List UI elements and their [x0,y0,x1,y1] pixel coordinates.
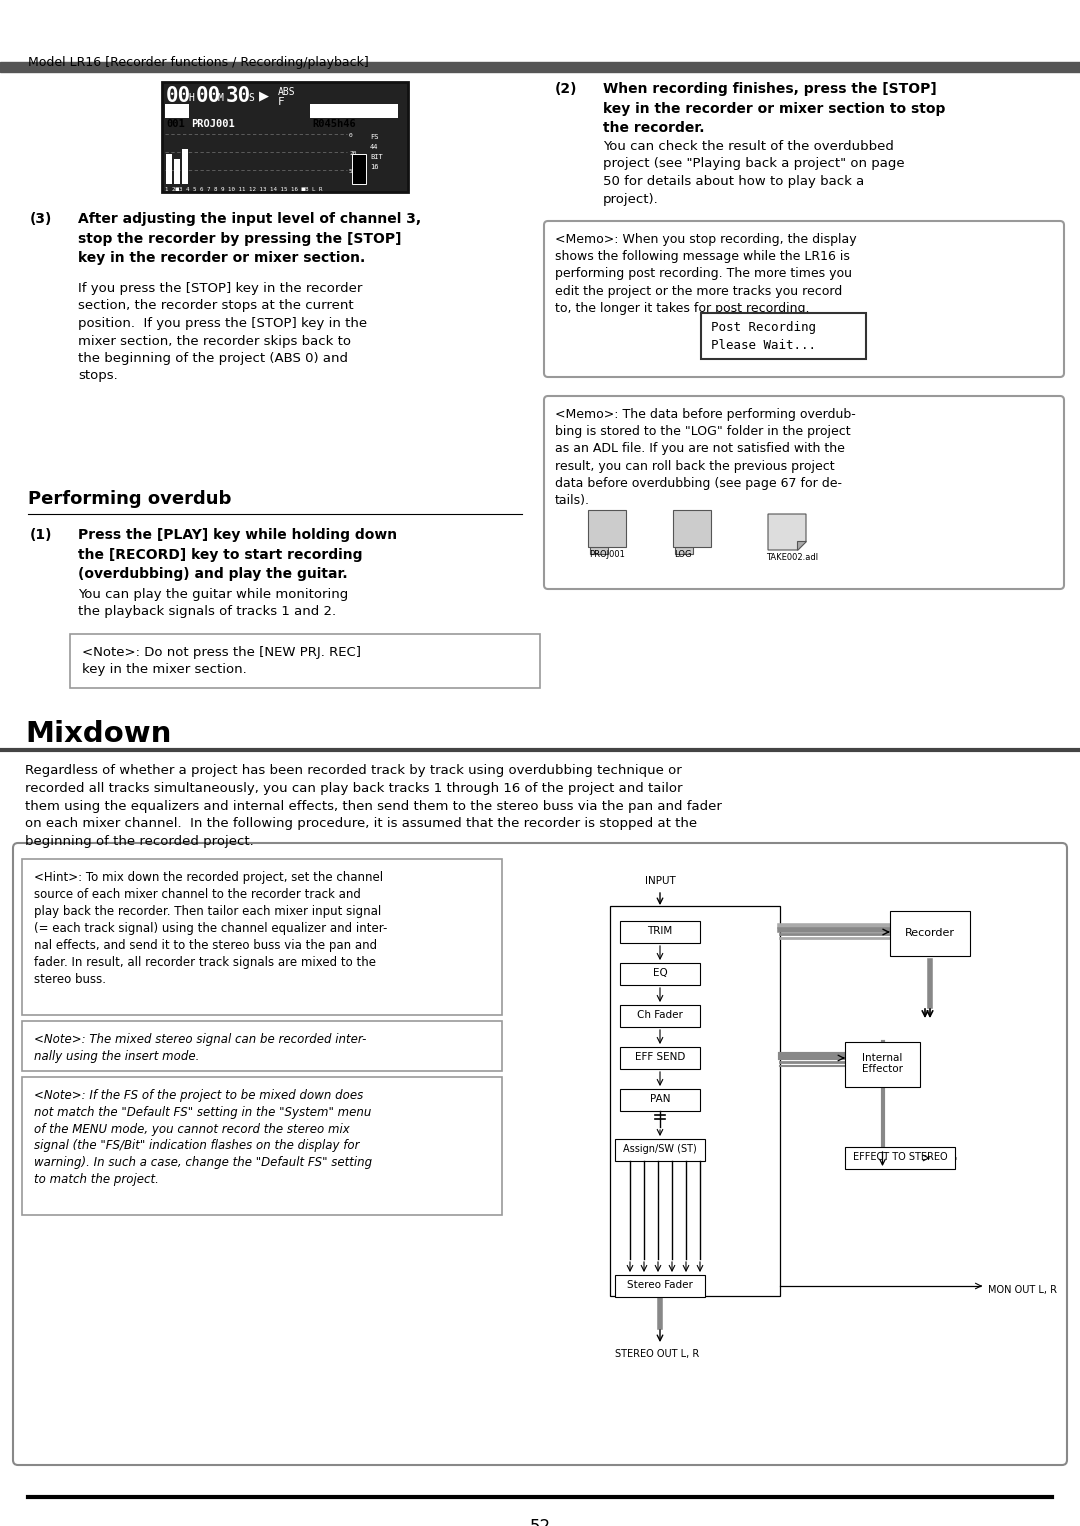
Bar [610,906,780,1296]
Text: H: H [188,93,194,102]
Text: <Note>: If the FS of the project to be mixed down does
not match the "Default FS: <Note>: If the FS of the project to be m… [33,1090,373,1186]
Bar [588,510,626,546]
Text: STEREO OUT L, R: STEREO OUT L, R [615,1349,699,1360]
FancyBboxPatch shape [544,397,1064,589]
Text: 001: 001 [166,119,185,130]
Bar [174,159,180,185]
Bar [310,104,399,118]
Polygon shape [768,514,806,549]
Bar [615,1138,705,1161]
Text: TAKE002.adl: TAKE002.adl [766,552,819,562]
Text: Mixdown: Mixdown [25,720,172,748]
Bar [673,510,711,546]
Text: Internal
Effector: Internal Effector [862,1053,903,1074]
Text: FS: FS [370,134,378,140]
Text: Stereo Fader: Stereo Fader [627,1280,693,1289]
Text: (2): (2) [555,82,578,96]
Bar [620,1006,700,1027]
FancyBboxPatch shape [544,221,1064,377]
Bar [620,1047,700,1070]
Text: 00: 00 [166,85,191,105]
Text: M: M [218,93,224,102]
Text: ▶: ▶ [259,87,269,105]
Text: 20: 20 [349,151,356,156]
Bar [590,546,608,554]
Text: Regardless of whether a project has been recorded track by track using overdubbi: Regardless of whether a project has been… [25,765,721,848]
Text: <Memo>: The data before performing overdub-
bing is stored to the "LOG" folder i: <Memo>: The data before performing overd… [555,407,855,507]
FancyBboxPatch shape [70,633,540,688]
Text: 52: 52 [529,1518,551,1526]
Bar [620,963,700,984]
Text: 52: 52 [349,169,356,174]
Text: LOG: LOG [674,549,691,559]
Text: You can check the result of the overdubbed
project (see "Playing back a project": You can check the result of the overdubb… [603,140,905,206]
Text: After adjusting the input level of channel 3,
stop the recorder by pressing the : After adjusting the input level of chann… [78,212,421,266]
Text: Model LR16 [Recorder functions / Recording/playback]: Model LR16 [Recorder functions / Recordi… [28,56,368,69]
Text: Ch Fader: Ch Fader [637,1010,683,1019]
Bar [890,911,970,955]
FancyBboxPatch shape [22,859,502,1015]
Text: PROJ001: PROJ001 [589,549,625,559]
Text: MON OUT L, R: MON OUT L, R [988,1285,1057,1296]
Text: (3): (3) [30,212,52,226]
Text: PROJ001: PROJ001 [191,119,234,130]
Text: (1): (1) [30,528,53,542]
FancyBboxPatch shape [22,1021,502,1071]
Text: Post Recording
Please Wait...: Post Recording Please Wait... [711,320,816,353]
Text: EFFECT TO STEREO: EFFECT TO STEREO [853,1152,947,1161]
Text: Assign/SW (ST): Assign/SW (ST) [623,1144,697,1154]
Text: When recording finishes, press the [STOP]
key in the recorder or mixer section t: When recording finishes, press the [STOP… [603,82,945,134]
Text: ABS: ABS [278,87,296,98]
Text: 0: 0 [349,133,353,137]
Bar [0,63,1080,72]
Text: You can play the guitar while monitoring
the playback signals of tracks 1 and 2.: You can play the guitar while monitoring… [78,588,348,618]
Text: F: F [278,98,285,107]
Bar [675,546,693,554]
Text: EQ: EQ [652,967,667,978]
Text: <Memo>: When you stop recording, the display
shows the following message while t: <Memo>: When you stop recording, the dis… [555,233,856,314]
Text: R045h46: R045h46 [312,119,355,130]
Text: INPUT: INPUT [645,876,675,887]
Text: If you press the [STOP] key in the recorder
section, the recorder stops at the c: If you press the [STOP] key in the recor… [78,282,367,383]
FancyBboxPatch shape [13,842,1067,1465]
Bar [615,1276,705,1297]
Bar [183,150,188,185]
Bar [845,1148,955,1169]
Text: 00: 00 [195,85,221,105]
Bar [845,1042,920,1087]
Bar [162,82,408,192]
Bar [165,104,189,118]
Text: <Note>: Do not press the [NEW PRJ. REC]
key in the mixer section.: <Note>: Do not press the [NEW PRJ. REC] … [82,645,361,676]
Text: 30: 30 [226,85,252,105]
Text: EFF SEND: EFF SEND [635,1051,685,1062]
Text: <Note>: The mixed stereo signal can be recorded inter-
nally using the insert mo: <Note>: The mixed stereo signal can be r… [33,1033,366,1062]
Text: BIT: BIT [370,154,382,160]
Text: 44: 44 [370,143,378,150]
Text: S: S [248,93,254,102]
FancyBboxPatch shape [22,1077,502,1215]
Text: 16: 16 [370,163,378,169]
Text: Recorder: Recorder [905,928,955,937]
Polygon shape [797,542,806,549]
Text: <Hint>: To mix down the recorded project, set the channel
source of each mixer c: <Hint>: To mix down the recorded project… [33,871,388,986]
Text: Performing overdub: Performing overdub [28,490,231,508]
Bar [620,1090,700,1111]
Bar [166,154,172,185]
Text: PAN: PAN [650,1094,671,1103]
Text: 1 2■3 4 5 6 7 8 9 10 11 12 13 14 15 16 ■B L R: 1 2■3 4 5 6 7 8 9 10 11 12 13 14 15 16 ■… [165,188,323,192]
Text: TRIM: TRIM [647,926,673,935]
Bar [352,154,366,185]
Bar [701,313,866,359]
Text: Press the [PLAY] key while holding down
the [RECORD] key to start recording
(ove: Press the [PLAY] key while holding down … [78,528,397,581]
Bar [620,922,700,943]
